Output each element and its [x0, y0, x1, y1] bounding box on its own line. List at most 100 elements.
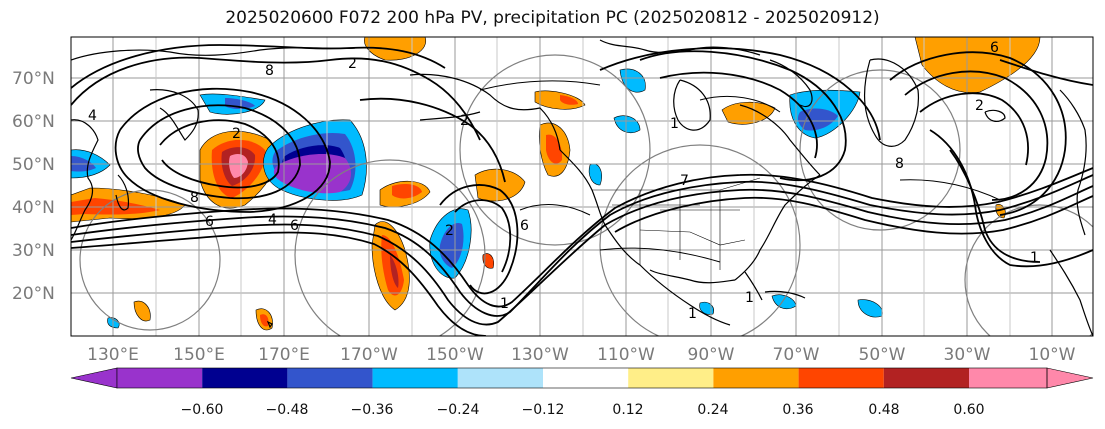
colorbar-tick-labels: −0.60 −0.48 −0.36 −0.24 −0.12 0.12 0.24 … [181, 402, 985, 418]
coast-asia [71, 119, 99, 241]
coast-labrador [739, 104, 821, 176]
pv-label: 2 [445, 223, 454, 239]
colorbar-tick: −0.48 [266, 402, 309, 418]
colorbar-bin [543, 368, 629, 388]
coast-alaska-peninsula [419, 111, 481, 121]
colorbar-bin [202, 368, 288, 388]
pv-label: 1 [1030, 250, 1039, 266]
coast-iceland [984, 109, 1006, 122]
lat-label: 40°N [12, 198, 55, 218]
coast-gulf [649, 269, 736, 284]
pv-label: 4 [268, 212, 277, 228]
precip-neg-rockies [588, 163, 602, 186]
coast-baffin [769, 59, 813, 108]
lon-label: 30°W [944, 345, 991, 365]
map-frame [70, 36, 1094, 337]
pv-arctic-2 [71, 44, 446, 89]
colorbar-tick: 0.24 [697, 402, 728, 418]
precip-neg-canada-2 [613, 115, 641, 133]
pv-label: 2 [975, 98, 984, 114]
lon-label: 10°W [1029, 345, 1076, 365]
pv-north-pacific-ring-2 [159, 119, 280, 189]
pv-jet-2 [71, 185, 1093, 326]
colorbar-frame [116, 367, 1048, 389]
pv-label: 2 [460, 113, 469, 129]
pv-label: 8 [265, 63, 274, 79]
pv-arctic-1 [71, 56, 481, 141]
lon-label: 50°W [859, 345, 906, 365]
coast-us-east [734, 174, 821, 281]
colorbar-tick: 0.48 [868, 402, 899, 418]
colorbar-bin [372, 368, 458, 388]
pv-north-pacific-ring-1 [137, 104, 301, 200]
colorbar [70, 367, 1094, 389]
lon-label: 130°E [87, 345, 139, 365]
pv-contour-labels: 8 2 4 8 6 4 6 2 1 1 1 6 2 8 6 7 2 1 1 2 [88, 40, 1039, 322]
pv-east-trough [929, 129, 1093, 268]
coast-florida [744, 271, 763, 301]
pv-atlantic-ridge-3 [919, 92, 1029, 166]
lon-label: 110°W [597, 345, 655, 365]
pv-atlantic-ridge-1 [889, 51, 1067, 216]
colorbar-tick: −0.36 [351, 402, 394, 418]
colorbar-bin [287, 368, 373, 388]
colorbar-bin [628, 368, 714, 388]
pv-jet-3 [71, 167, 1093, 308]
pv-label: 6 [290, 218, 299, 234]
colorbar-bin [969, 368, 1047, 388]
gridlines [71, 37, 1093, 336]
colorbar-under-arrow [70, 367, 118, 389]
map-layers: 8 2 4 8 6 4 6 2 1 1 1 6 2 8 6 7 2 1 1 2 [71, 37, 1093, 336]
precip-pos-hudson [721, 101, 776, 125]
pv-atlantic-ridge-4 [999, 59, 1093, 86]
colorbar-tick: 0.12 [612, 402, 643, 418]
pv-thin-contours [479, 80, 1001, 263]
pv-east-trough-2 [949, 149, 1041, 263]
colorbar-tick: −0.12 [522, 402, 565, 418]
precip-pos-central-pacific-red [392, 184, 422, 199]
pv-label: 7 [680, 173, 689, 189]
precip-neg-gulf [699, 301, 714, 315]
latitude-labels: 70°N 60°N 50°N 40°N 30°N 20°N [12, 69, 55, 304]
pv-label: 1 [745, 290, 754, 306]
pv-label: 4 [88, 108, 97, 124]
colorbar-tick: −0.60 [181, 402, 224, 418]
pv-label: 1 [670, 116, 679, 132]
coast-hawaii [266, 320, 273, 329]
pv-label: 1 [688, 306, 697, 322]
lat-label: 30°N [12, 241, 55, 261]
colorbar-bin [798, 368, 884, 388]
coast-europe [1059, 89, 1087, 236]
colorbar-over-arrow [1046, 367, 1094, 389]
colorbar-tick: 0.60 [953, 402, 984, 418]
coast-africa [1049, 249, 1093, 336]
lat-label: 60°N [12, 112, 55, 132]
lon-label: 170°E [258, 345, 310, 365]
precip-pos-subtropic-band-dark [390, 255, 399, 288]
lon-label: 70°W [773, 345, 820, 365]
pv-label: 1 [500, 296, 509, 312]
lat-label: 50°N [12, 155, 55, 175]
range-circles [79, 54, 1093, 336]
pv-label: 2 [232, 126, 241, 142]
pv-arctic-3 [359, 97, 506, 183]
pv-label: 6 [990, 40, 999, 56]
pv-atlantic-ridge-2 [904, 70, 1049, 201]
pv-jet-1 [71, 174, 1093, 317]
colorbar-tick: 0.36 [782, 402, 813, 418]
lon-label: 90°W [688, 345, 735, 365]
pv-contours [71, 44, 1093, 336]
coast-greenland [864, 58, 920, 147]
lon-label: 130°W [511, 345, 569, 365]
colorbar-bin [713, 368, 799, 388]
pv-trough-gulf-2 [454, 199, 512, 273]
lon-label: 150°W [426, 345, 484, 365]
pv-trough-gulf-1 [439, 184, 519, 295]
longitude-labels: 130°E 150°E 170°E 170°W 150°W 130°W 110°… [87, 345, 1076, 365]
colorbar-tick: −0.24 [437, 402, 480, 418]
lon-label: 170°W [340, 345, 398, 365]
pv-jet-5 [614, 195, 1093, 235]
coast-alaska [409, 73, 561, 151]
precip-pos-arctic [364, 37, 427, 61]
